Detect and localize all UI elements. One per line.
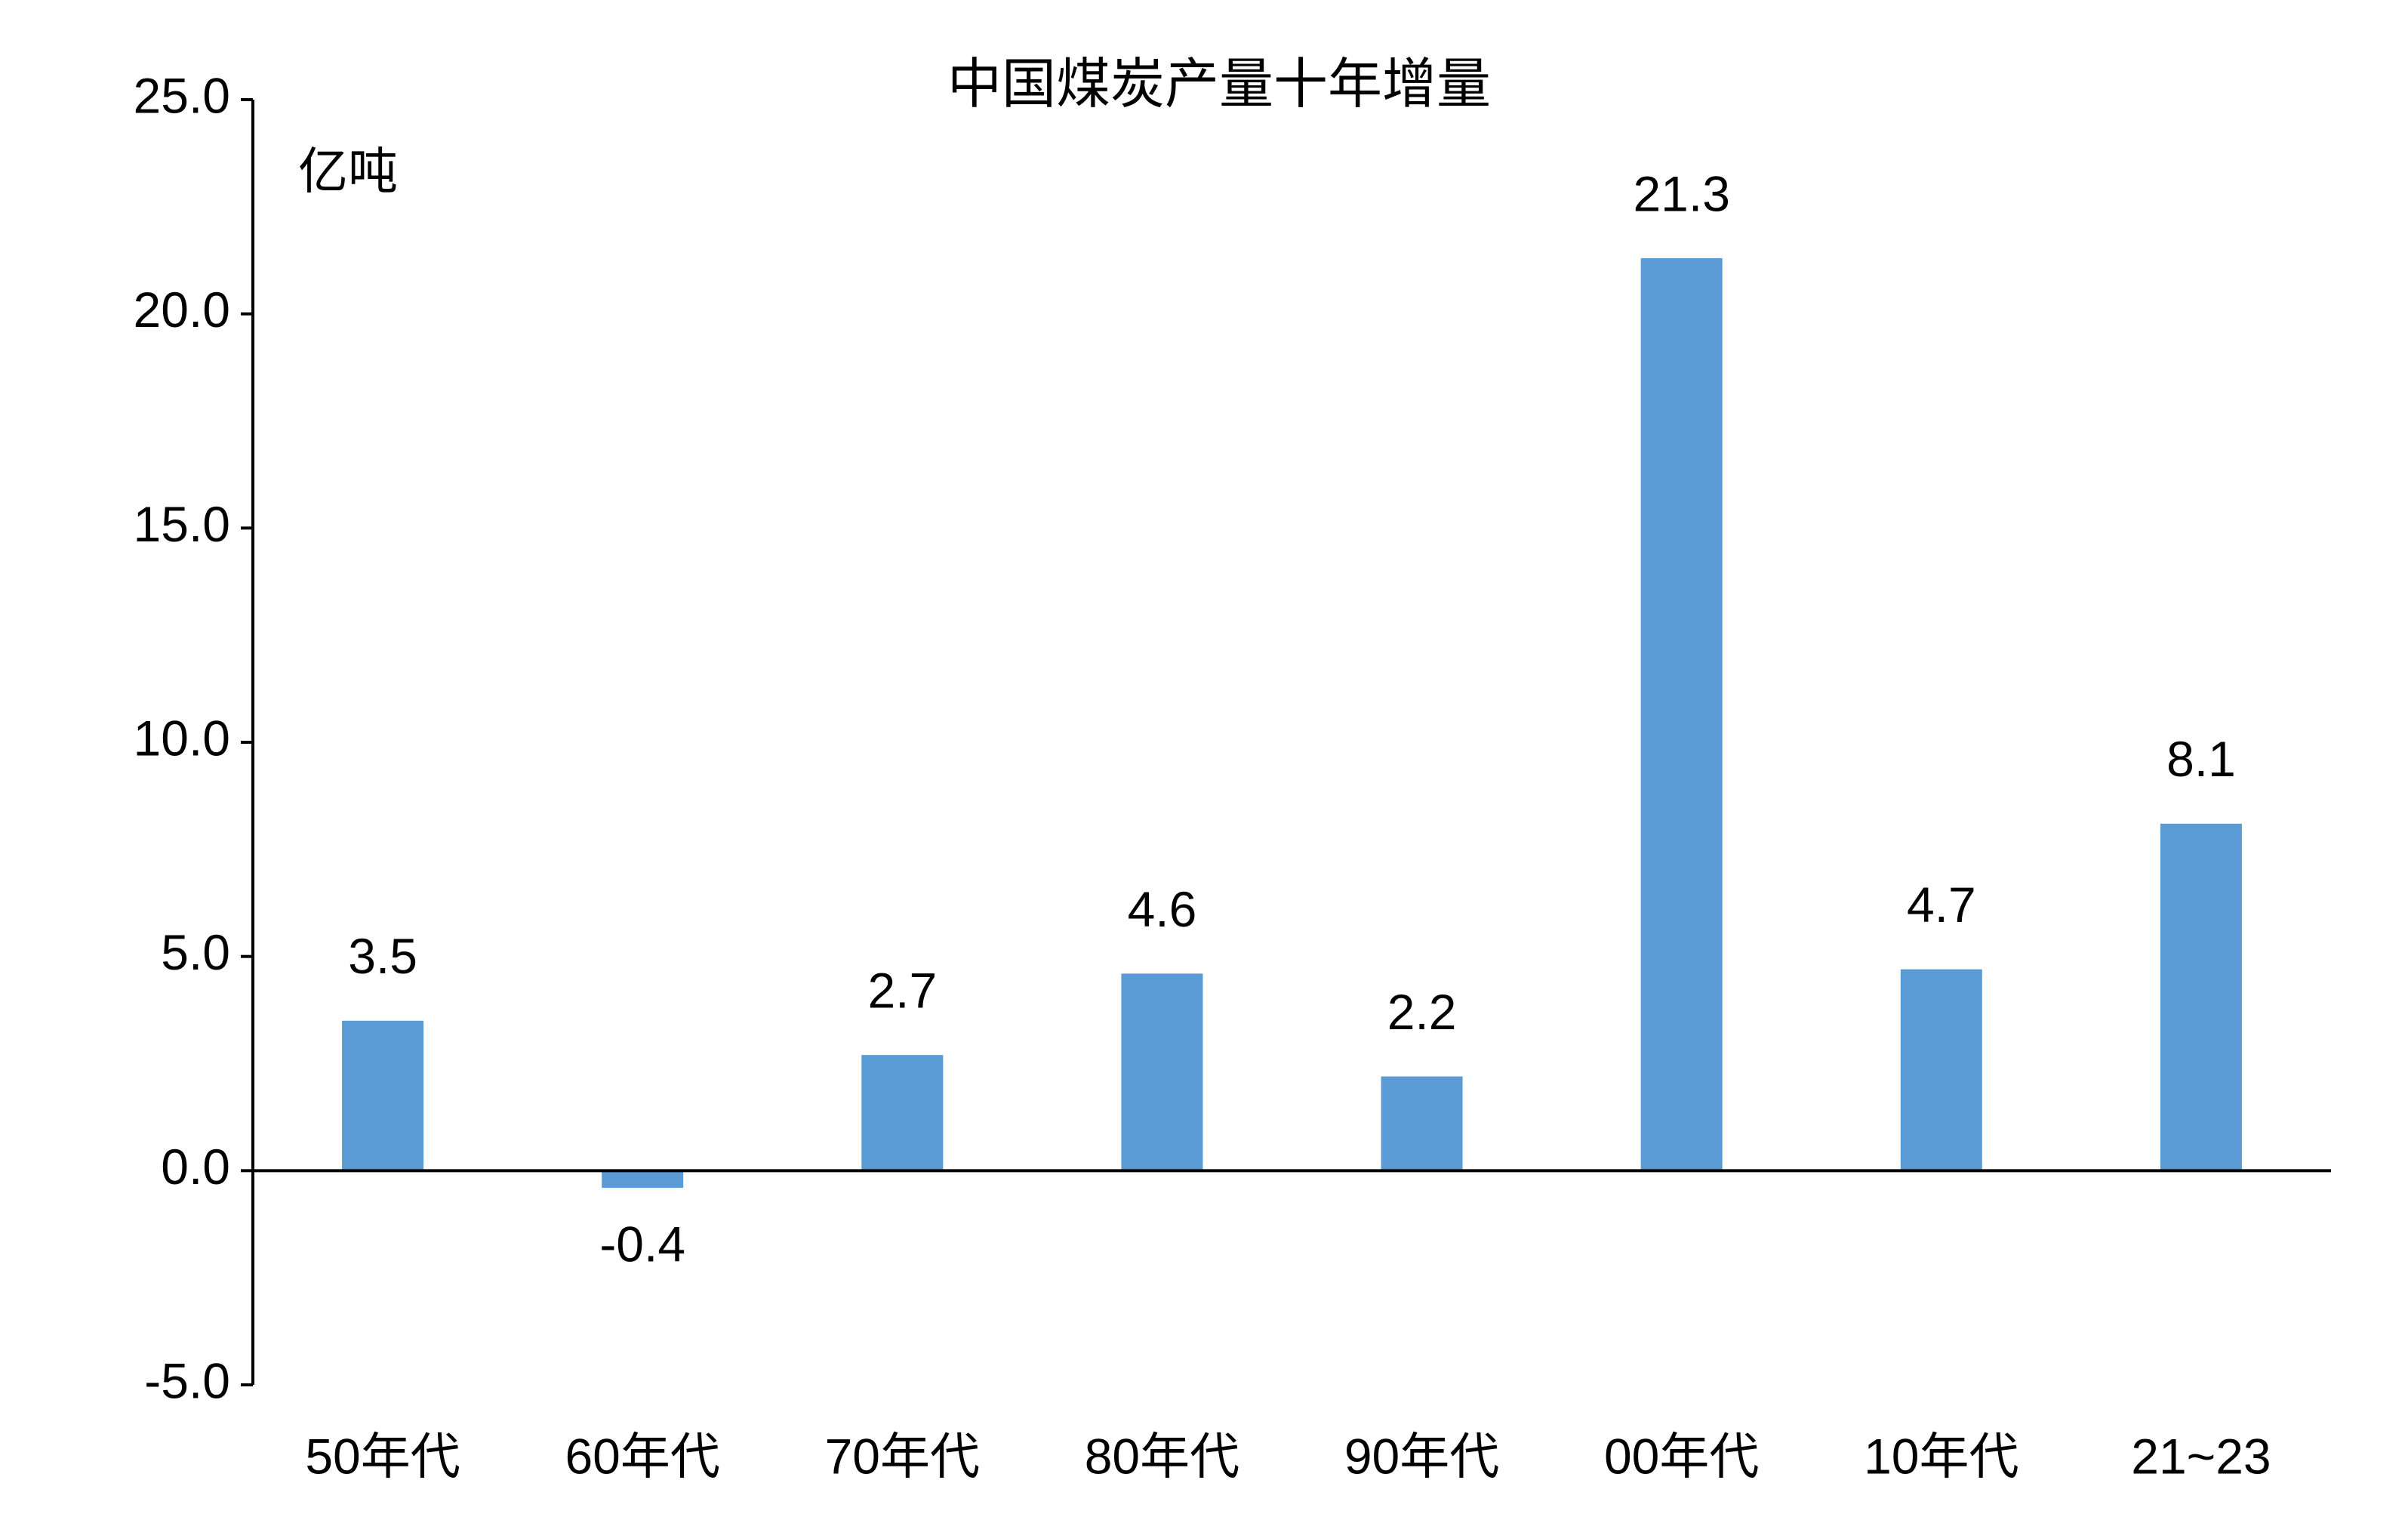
bar xyxy=(2160,823,2242,1171)
data-label: 8.1 xyxy=(2166,731,2236,787)
bar xyxy=(342,1020,424,1171)
x-tick-label: 50年代 xyxy=(305,1428,460,1484)
x-tick-label: 90年代 xyxy=(1344,1428,1499,1484)
data-label: 2.2 xyxy=(1387,984,1457,1040)
bar xyxy=(1900,969,1982,1171)
x-tick-label: 21~23 xyxy=(2131,1428,2271,1484)
chart-title: 中国煤炭产量十年增量 xyxy=(947,54,1491,115)
y-tick-label: 10.0 xyxy=(134,710,230,766)
y-tick-label: -5.0 xyxy=(144,1352,230,1408)
y-tick-label: 25.0 xyxy=(134,67,230,123)
y-tick-label: 5.0 xyxy=(161,924,230,980)
data-label: 2.7 xyxy=(867,963,937,1019)
data-label: 21.3 xyxy=(1633,165,1729,221)
y-tick-label: 0.0 xyxy=(161,1139,230,1195)
bar xyxy=(1640,257,1723,1171)
data-label: -0.4 xyxy=(599,1216,685,1272)
bar xyxy=(861,1055,944,1171)
bar xyxy=(1121,973,1203,1171)
data-label: 4.6 xyxy=(1128,881,1197,937)
data-label: 4.7 xyxy=(1907,877,1976,933)
x-tick-label: 00年代 xyxy=(1604,1428,1759,1484)
data-label: 3.5 xyxy=(348,928,417,984)
y-tick-label: 20.0 xyxy=(134,282,230,338)
bar xyxy=(602,1170,684,1189)
y-tick-label: 15.0 xyxy=(134,496,230,552)
x-tick-label: 60年代 xyxy=(565,1428,719,1484)
x-tick-label: 10年代 xyxy=(1864,1428,2018,1484)
bar xyxy=(1381,1076,1463,1171)
x-tick-label: 70年代 xyxy=(825,1428,980,1484)
unit-label: 亿吨 xyxy=(298,143,398,199)
x-tick-label: 80年代 xyxy=(1085,1428,1239,1484)
